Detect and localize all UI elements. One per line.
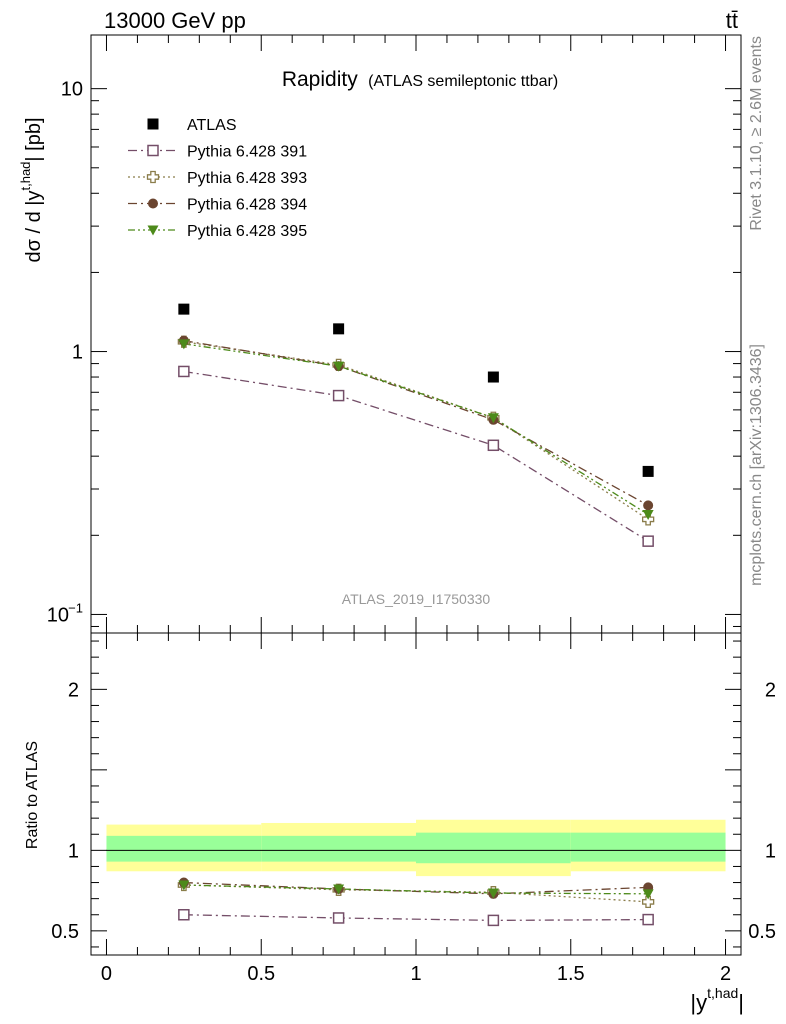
legend: ATLAS Pythia 6.428 391 Pythia 6.428 393 Pyt… <box>128 117 307 240</box>
main-y-tick-label: 10 <box>47 604 69 626</box>
ratio-x-tick-label: 2 <box>720 963 731 985</box>
main-y-tick-label: 10 <box>61 79 83 101</box>
pythia-point <box>487 439 500 452</box>
analysis-watermark: ATLAS_2019_I1750330 <box>342 591 491 607</box>
ratio-series-line-1 <box>183 914 649 922</box>
ratio-point <box>178 880 190 891</box>
ratio-point <box>641 895 655 909</box>
ratio-point <box>487 888 499 899</box>
pythia-point <box>178 339 190 350</box>
legend-marker <box>147 144 159 157</box>
atlas-data-point <box>487 371 499 383</box>
ratio-series-line-2 <box>183 884 649 903</box>
pythia-point <box>642 535 654 547</box>
plot-title-main: Rapidity <box>282 68 358 91</box>
source-label: mcplots.cern.ch [arXiv:1306.3436] <box>748 344 765 586</box>
legend-marker <box>147 118 159 130</box>
legend-marker <box>147 225 159 236</box>
ratio-point <box>332 912 345 924</box>
uncertainty-band-inner <box>106 835 262 862</box>
plot-title: Rapidity (ATLAS semileptonic ttbar) <box>282 68 558 91</box>
plot-title-sub: (ATLAS semileptonic ttbar) <box>368 73 558 90</box>
atlas-data-point <box>642 465 654 477</box>
ratio-x-tick-label: 1.5 <box>557 963 585 985</box>
ratio-y-tick-label: 2 <box>68 679 79 701</box>
ratio-point <box>178 909 190 921</box>
legend-label: Pythia 6.428 394 <box>187 197 307 214</box>
legend-label: Pythia 6.428 395 <box>187 223 307 240</box>
main-series-line-4 <box>183 343 649 516</box>
pythia-point <box>487 413 499 424</box>
uncertainty-band-inner <box>416 832 571 864</box>
pythia-point <box>642 509 654 520</box>
ratio-point <box>487 914 500 927</box>
ratio-series-line-4 <box>183 884 649 895</box>
process-label: tt̄ <box>726 8 738 33</box>
ratio-x-tick-label: 0.5 <box>247 963 275 985</box>
atlas-data-point <box>178 303 190 315</box>
legend-label: ATLAS <box>187 117 237 134</box>
uncertainty-band-inner <box>570 832 726 862</box>
ratio-point <box>642 889 654 900</box>
legend-label: Pythia 6.428 393 <box>187 170 307 187</box>
legend-label: Pythia 6.428 391 <box>187 144 307 161</box>
pythia-point <box>332 389 345 402</box>
ratio-y-tick-label: 0.5 <box>51 921 79 943</box>
ratio-point <box>333 884 345 895</box>
legend-marker <box>148 198 158 209</box>
atlas-data-point <box>333 323 345 335</box>
ratio-x-tick-label: 0 <box>101 963 112 985</box>
ratio-y-tick-label: 1 <box>68 840 79 862</box>
ratio-ylabel: Ratio to ATLAS <box>24 741 41 849</box>
main-ylabel: dσ / d |yt,had| [pb] <box>18 117 45 262</box>
pythia-point <box>178 365 190 378</box>
ratio-series-line-3 <box>183 881 649 895</box>
pythia-point <box>643 500 654 511</box>
legend-marker <box>146 170 160 184</box>
main-series-line-1 <box>183 370 649 542</box>
energy-label: 13000 GeV pp <box>104 8 246 33</box>
ratio-y-tick-label-right: 1 <box>765 840 776 862</box>
main-y-tick-label: 1 <box>72 342 83 364</box>
ratio-x-tick-label: 1 <box>410 963 421 985</box>
ratio-y-tick-label-right: 2 <box>765 679 776 701</box>
uncertainty-band-inner <box>261 835 416 862</box>
main-y-tick-label-exp: −1 <box>68 600 83 615</box>
main-series-line-3 <box>183 340 649 506</box>
x-axis-label: |yt,had| <box>690 985 744 1015</box>
ratio-point <box>642 913 654 926</box>
ratio-frame <box>90 632 742 956</box>
pythia-point <box>333 361 345 372</box>
rivet-label: Rivet 3.1.10, ≥ 2.6M events <box>748 36 765 231</box>
ratio-plot-area: 0.5 0.5 1 1 2 2 0 0.5 1 1.5 2 <box>51 632 776 985</box>
main-series-line-2 <box>183 341 649 520</box>
ratio-y-tick-label-right: 0.5 <box>748 921 776 943</box>
